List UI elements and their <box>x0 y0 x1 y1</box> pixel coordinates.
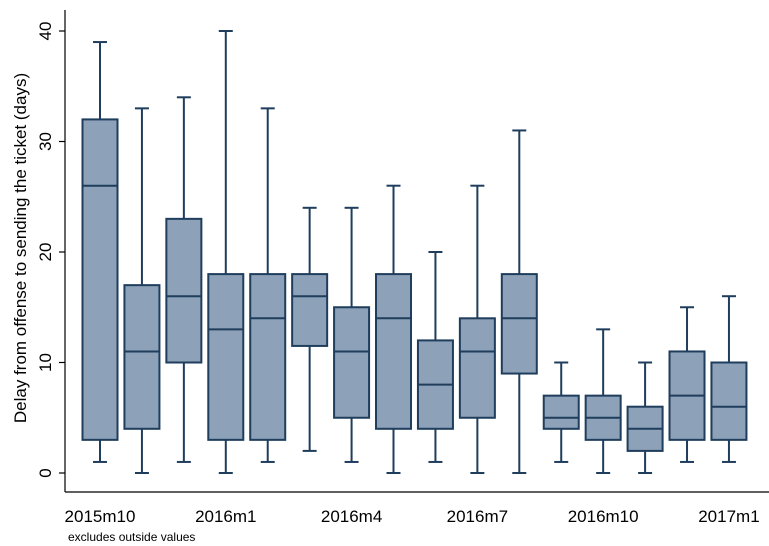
box-2016m8 <box>500 129 538 474</box>
iqr-box <box>710 361 748 441</box>
x-tick-label: 2015m10 <box>65 507 136 526</box>
y-tick-label: 40 <box>36 22 55 41</box>
x-tick-label: 2017m1 <box>698 507 759 526</box>
box-2016m9 <box>542 361 580 463</box>
box-2016m6 <box>416 251 454 463</box>
x-tick-label: 2016m1 <box>195 507 256 526</box>
y-tick-label: 0 <box>36 468 55 477</box>
y-tick-label: 30 <box>36 132 55 151</box>
box-2016m2 <box>249 107 287 463</box>
iqr-box <box>375 273 413 430</box>
box-2016m12 <box>668 306 706 463</box>
iqr-box <box>123 284 161 430</box>
y-axis-title: Delay from offense to sending the ticket… <box>11 73 30 423</box>
iqr-box <box>165 217 203 364</box>
x-tick-label: 2016m10 <box>568 507 639 526</box>
iqr-box <box>458 317 496 419</box>
iqr-box <box>207 273 245 441</box>
box-2015m10 <box>81 41 119 463</box>
box-2016m1 <box>207 30 245 474</box>
chart-note: excludes outside values <box>68 530 195 544</box>
box-2016m11 <box>626 361 664 474</box>
box-2016m7 <box>458 184 496 474</box>
box-2016m4 <box>333 206 371 463</box>
box-2016m5 <box>375 184 413 474</box>
y-axis: 0 10 20 30 40 <box>36 10 66 492</box>
plot-area <box>81 30 748 474</box>
iqr-box <box>542 394 580 430</box>
iqr-box <box>333 306 371 419</box>
y-tick-label: 10 <box>36 353 55 372</box>
iqr-box <box>291 273 329 347</box>
box-2016m3 <box>291 206 329 452</box>
box-2015m11 <box>123 107 161 474</box>
iqr-box <box>500 273 538 375</box>
iqr-box <box>81 118 119 441</box>
box-2016m10 <box>584 328 622 474</box>
iqr-box <box>249 273 287 441</box>
x-tick-label: 2016m4 <box>321 507 382 526</box>
box-2017m1 <box>710 295 748 463</box>
x-tick-label: 2016m7 <box>447 507 508 526</box>
y-tick-label: 20 <box>36 243 55 262</box>
x-axis: 2015m10 2016m1 2016m4 2016m7 2016m10 2017m1 <box>65 491 769 526</box>
box-2015m12 <box>165 96 203 463</box>
